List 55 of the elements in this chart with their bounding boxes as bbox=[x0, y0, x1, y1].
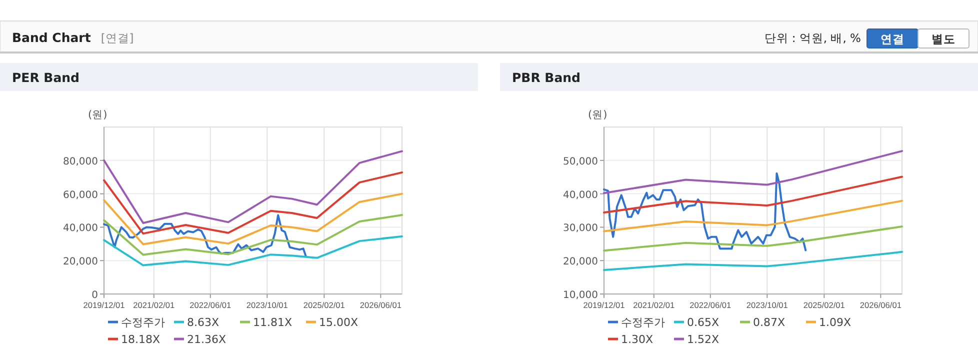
y-axis-title: (원) bbox=[88, 109, 108, 121]
y-tick-label: 50,000 bbox=[563, 156, 598, 168]
y-axis-title: (원) bbox=[588, 109, 608, 121]
legend-label: 1.30X bbox=[621, 333, 654, 346]
line-series bbox=[103, 192, 403, 246]
text: 별도 bbox=[932, 32, 956, 46]
x-tick-label: 2019/12/01 bbox=[583, 300, 626, 310]
y-tick-label: 0 bbox=[92, 290, 98, 301]
text: 연결 bbox=[880, 32, 904, 46]
legend-label: 15.00X bbox=[319, 316, 358, 329]
legend-label: 수정주가 bbox=[121, 316, 165, 329]
line-series bbox=[603, 226, 903, 252]
legend-label: 8.63X bbox=[187, 316, 220, 329]
legend-label: 1.09X bbox=[819, 316, 852, 329]
x-tick-label: 2025/02/01 bbox=[303, 300, 346, 310]
x-tick-label: 2022/06/01 bbox=[690, 300, 732, 310]
legend-label: 1.52X bbox=[687, 333, 720, 346]
line-series bbox=[103, 235, 403, 266]
text: Band Chart bbox=[12, 30, 91, 45]
y-tick-label: 30,000 bbox=[563, 223, 598, 234]
x-tick-label: 2019/12/01 bbox=[83, 300, 126, 310]
legend-label: 0.65X bbox=[687, 316, 720, 329]
x-tick-label: 2022/06/01 bbox=[190, 300, 232, 310]
line-series bbox=[603, 150, 903, 194]
line-series bbox=[603, 172, 807, 252]
legend-label: 수정주가 bbox=[621, 316, 665, 329]
legend-label: 11.81X bbox=[253, 316, 292, 329]
line-series bbox=[103, 150, 403, 224]
y-tick-label: 40,000 bbox=[563, 190, 598, 201]
line-series bbox=[603, 250, 903, 271]
x-tick-label: 2021/02/01 bbox=[633, 300, 676, 310]
legend-label: 18.18X bbox=[121, 333, 160, 346]
y-tick-label: 20,000 bbox=[563, 256, 598, 268]
chart-title: PER Band bbox=[12, 70, 80, 85]
y-tick-label: 20,000 bbox=[63, 256, 98, 268]
line-series bbox=[103, 171, 403, 235]
x-tick-label: 2023/10/01 bbox=[246, 300, 288, 310]
line-series bbox=[603, 200, 903, 232]
x-tick-label: 2025/02/01 bbox=[803, 300, 846, 310]
y-tick-label: 60,000 bbox=[63, 190, 98, 201]
x-tick-label: 2026/06/01 bbox=[860, 300, 902, 310]
x-tick-label: 2023/10/01 bbox=[746, 300, 788, 310]
y-tick-label: 40,000 bbox=[63, 223, 98, 234]
x-tick-label: 2026/06/01 bbox=[360, 300, 402, 310]
y-tick-label: 80,000 bbox=[63, 156, 98, 168]
legend-label: 21.36X bbox=[187, 333, 226, 346]
line-series bbox=[103, 214, 403, 256]
y-tick-label: 10,000 bbox=[563, 290, 598, 301]
chart-title: PBR Band bbox=[512, 70, 580, 85]
line-series bbox=[603, 176, 903, 214]
x-tick-label: 2021/02/01 bbox=[133, 300, 176, 310]
line-series bbox=[103, 214, 307, 258]
text: 단위 : 억원, 배, % bbox=[764, 31, 862, 45]
text: [연결] bbox=[100, 31, 134, 45]
legend-label: 0.87X bbox=[753, 316, 786, 329]
